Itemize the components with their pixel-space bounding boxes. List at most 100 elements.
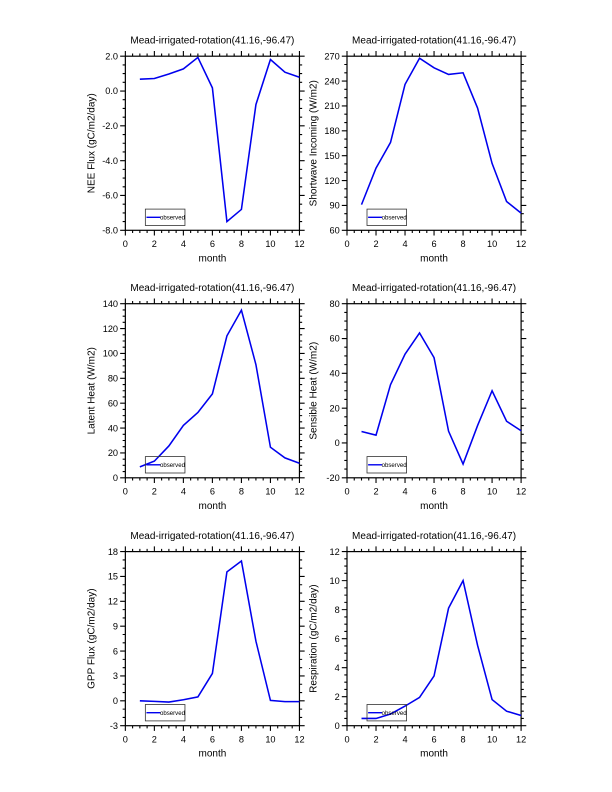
svg-text:Mead-irrigated-rotation(41.16,: Mead-irrigated-rotation(41.16,-96.47) [130, 36, 294, 47]
svg-text:270: 270 [324, 51, 339, 61]
svg-text:10: 10 [329, 576, 339, 586]
svg-text:Mead-irrigated-rotation(41.16,: Mead-irrigated-rotation(41.16,-96.47) [130, 531, 294, 542]
svg-text:4: 4 [402, 735, 407, 745]
svg-text:0.0: 0.0 [105, 86, 118, 96]
svg-text:80: 80 [329, 299, 339, 309]
svg-text:10: 10 [265, 239, 275, 249]
svg-text:120: 120 [103, 324, 118, 334]
svg-text:2: 2 [152, 239, 157, 249]
svg-text:100: 100 [103, 349, 118, 359]
svg-text:NEE Flux (gC/m2/day): NEE Flux (gC/m2/day) [87, 93, 98, 193]
svg-text:20: 20 [108, 448, 118, 458]
svg-text:10: 10 [487, 239, 497, 249]
svg-text:8: 8 [461, 239, 466, 249]
svg-text:90: 90 [329, 201, 339, 211]
svg-text:8: 8 [335, 605, 340, 615]
svg-text:8: 8 [461, 487, 466, 497]
svg-text:240: 240 [324, 76, 339, 86]
svg-text:9: 9 [113, 621, 118, 631]
svg-text:12: 12 [329, 547, 339, 557]
svg-text:GPP Flux (gC/m2/day): GPP Flux (gC/m2/day) [87, 588, 98, 688]
svg-text:15: 15 [108, 572, 118, 582]
svg-text:Shortwave Incoming (W/m2): Shortwave Incoming (W/m2) [308, 80, 319, 206]
svg-text:12: 12 [294, 735, 304, 745]
svg-text:2: 2 [373, 487, 378, 497]
svg-text:12: 12 [516, 735, 526, 745]
svg-text:12: 12 [516, 487, 526, 497]
svg-text:150: 150 [324, 151, 339, 161]
svg-text:6: 6 [210, 239, 215, 249]
svg-text:0: 0 [335, 438, 340, 448]
svg-text:10: 10 [487, 735, 497, 745]
svg-text:-3: -3 [110, 721, 118, 731]
svg-text:12: 12 [108, 597, 118, 607]
svg-text:40: 40 [108, 423, 118, 433]
svg-text:2: 2 [152, 487, 157, 497]
svg-text:4: 4 [402, 239, 407, 249]
svg-text:140: 140 [103, 299, 118, 309]
svg-text:4: 4 [181, 735, 186, 745]
svg-text:month: month [199, 253, 227, 264]
svg-text:month: month [420, 253, 448, 264]
svg-text:0: 0 [113, 696, 118, 706]
svg-text:8: 8 [239, 487, 244, 497]
svg-text:month: month [199, 501, 227, 512]
svg-text:-6.0: -6.0 [102, 191, 118, 201]
svg-text:Latent Heat (W/m2): Latent Heat (W/m2) [87, 347, 98, 434]
svg-text:0: 0 [123, 735, 128, 745]
svg-text:4: 4 [181, 487, 186, 497]
svg-text:month: month [199, 749, 227, 760]
svg-text:120: 120 [324, 176, 339, 186]
svg-text:20: 20 [329, 403, 339, 413]
svg-text:4: 4 [402, 487, 407, 497]
svg-text:6: 6 [431, 239, 436, 249]
svg-text:0: 0 [123, 487, 128, 497]
svg-text:2: 2 [152, 735, 157, 745]
svg-text:6: 6 [210, 487, 215, 497]
svg-text:0: 0 [113, 473, 118, 483]
svg-text:2: 2 [373, 735, 378, 745]
svg-text:40: 40 [329, 369, 339, 379]
svg-text:observed: observed [382, 462, 407, 469]
svg-text:6: 6 [431, 487, 436, 497]
svg-text:2: 2 [335, 692, 340, 702]
svg-text:2.0: 2.0 [105, 51, 118, 61]
svg-text:observed: observed [382, 215, 407, 222]
svg-text:0: 0 [123, 239, 128, 249]
svg-text:observed: observed [160, 462, 185, 469]
svg-text:8: 8 [239, 239, 244, 249]
svg-text:Mead-irrigated-rotation(41.16,: Mead-irrigated-rotation(41.16,-96.47) [130, 283, 294, 294]
svg-text:Mead-irrigated-rotation(41.16,: Mead-irrigated-rotation(41.16,-96.47) [352, 531, 516, 542]
svg-text:-2.0: -2.0 [102, 121, 118, 131]
svg-text:0: 0 [344, 487, 349, 497]
svg-text:60: 60 [329, 226, 339, 236]
svg-text:4: 4 [181, 239, 186, 249]
svg-text:Sensible Heat (W/m2): Sensible Heat (W/m2) [308, 342, 319, 440]
svg-text:month: month [420, 501, 448, 512]
svg-text:-20: -20 [326, 473, 339, 483]
svg-text:12: 12 [294, 487, 304, 497]
svg-text:60: 60 [108, 398, 118, 408]
svg-text:month: month [420, 749, 448, 760]
svg-text:Mead-irrigated-rotation(41.16,: Mead-irrigated-rotation(41.16,-96.47) [352, 283, 516, 294]
svg-text:0: 0 [335, 721, 340, 731]
svg-text:3: 3 [113, 671, 118, 681]
svg-text:10: 10 [265, 735, 275, 745]
svg-text:180: 180 [324, 126, 339, 136]
svg-text:-8.0: -8.0 [102, 226, 118, 236]
svg-text:Mead-irrigated-rotation(41.16,: Mead-irrigated-rotation(41.16,-96.47) [352, 36, 516, 47]
svg-text:2: 2 [373, 239, 378, 249]
svg-text:8: 8 [239, 735, 244, 745]
svg-text:observed: observed [160, 215, 185, 222]
svg-text:10: 10 [487, 487, 497, 497]
svg-text:6: 6 [335, 634, 340, 644]
svg-text:-4.0: -4.0 [102, 156, 118, 166]
svg-text:6: 6 [431, 735, 436, 745]
svg-text:18: 18 [108, 547, 118, 557]
svg-text:4: 4 [335, 663, 340, 673]
svg-text:Respiration (gC/m2/day): Respiration (gC/m2/day) [308, 584, 319, 692]
svg-text:210: 210 [324, 101, 339, 111]
svg-text:0: 0 [344, 239, 349, 249]
svg-text:8: 8 [461, 735, 466, 745]
svg-text:60: 60 [329, 334, 339, 344]
